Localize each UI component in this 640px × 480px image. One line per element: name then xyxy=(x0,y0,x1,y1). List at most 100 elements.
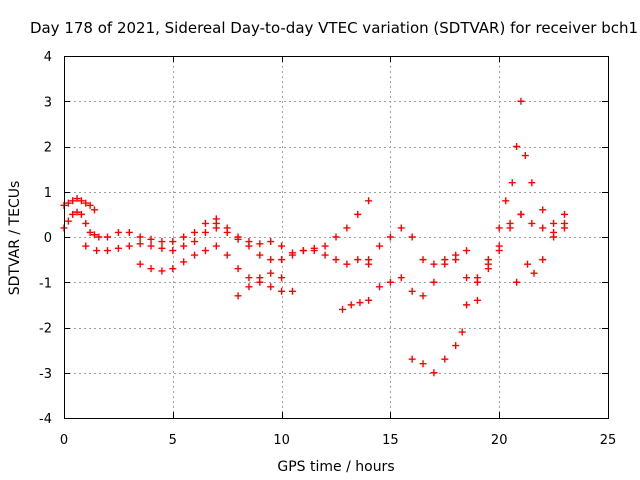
x-tick-label: 5 xyxy=(169,433,177,448)
data-point xyxy=(64,217,72,225)
data-point xyxy=(521,152,529,160)
y-axis-title: SDTVAR / TECUs xyxy=(7,181,23,296)
data-point xyxy=(191,238,199,246)
x-tick-label: 0 xyxy=(60,433,68,448)
data-point xyxy=(82,219,90,227)
x-tick-label: 10 xyxy=(273,433,290,448)
data-point xyxy=(484,256,492,264)
y-tick-label: 0 xyxy=(44,231,52,246)
axis-ticks: 0 5 10 15 20 25 -4 -3 -2 -1 0 1 2 3 4 xyxy=(39,50,616,448)
data-point xyxy=(539,206,547,214)
data-point xyxy=(539,256,547,264)
data-point xyxy=(376,242,384,250)
data-point xyxy=(530,269,538,277)
data-point xyxy=(77,197,85,205)
data-point xyxy=(278,274,286,282)
data-point xyxy=(560,224,568,232)
data-point xyxy=(223,228,231,236)
data-point xyxy=(69,197,77,205)
data-point xyxy=(339,305,347,313)
data-point xyxy=(517,210,525,218)
data-point xyxy=(463,247,471,255)
y-tick-label: -2 xyxy=(39,322,52,337)
data-point xyxy=(452,256,460,264)
data-point xyxy=(191,228,199,236)
chart-title: Day 178 of 2021, Sidereal Day-to-day VTE… xyxy=(30,19,638,37)
data-point xyxy=(212,242,220,250)
data-point xyxy=(93,247,101,255)
data-point xyxy=(191,251,199,259)
data-point xyxy=(90,231,98,239)
data-point xyxy=(180,233,188,241)
data-point xyxy=(523,260,531,268)
data-point xyxy=(508,179,516,187)
data-point xyxy=(408,355,416,363)
data-point xyxy=(69,210,77,218)
data-point xyxy=(125,242,133,250)
data-point xyxy=(463,301,471,309)
data-point xyxy=(343,224,351,232)
data-point xyxy=(136,233,144,241)
data-point xyxy=(169,265,177,273)
data-point xyxy=(397,274,405,282)
data-point xyxy=(321,251,329,259)
data-point xyxy=(180,258,188,266)
data-point xyxy=(73,195,81,203)
data-point xyxy=(463,274,471,282)
data-point xyxy=(86,228,94,236)
data-point xyxy=(430,278,438,286)
data-point xyxy=(528,179,536,187)
data-point xyxy=(158,267,166,275)
data-point xyxy=(430,369,438,377)
data-point xyxy=(539,224,547,232)
data-point xyxy=(64,199,72,207)
data-point xyxy=(419,292,427,300)
data-point xyxy=(169,247,177,255)
data-point xyxy=(528,219,536,227)
data-point xyxy=(332,233,340,241)
data-point xyxy=(347,301,355,309)
data-point xyxy=(473,278,481,286)
data-point xyxy=(502,197,510,205)
data-point xyxy=(158,244,166,252)
data-point xyxy=(201,219,209,227)
data-point xyxy=(321,242,329,250)
y-tick-label: -1 xyxy=(39,276,52,291)
data-point xyxy=(430,260,438,268)
data-point xyxy=(136,240,144,248)
data-point xyxy=(550,219,558,227)
data-point xyxy=(223,251,231,259)
data-point xyxy=(86,201,94,209)
data-point xyxy=(452,342,460,350)
data-point xyxy=(513,143,521,150)
data-point xyxy=(267,283,275,291)
data-point xyxy=(365,260,373,268)
data-point xyxy=(267,269,275,277)
data-point xyxy=(256,274,264,282)
data-point xyxy=(77,210,85,218)
data-point xyxy=(256,240,264,248)
data-point xyxy=(147,242,155,250)
data-point xyxy=(343,260,351,268)
data-point xyxy=(550,233,558,241)
data-point xyxy=(484,265,492,273)
data-point xyxy=(169,238,177,246)
data-point xyxy=(288,287,296,295)
data-point xyxy=(201,228,209,236)
data-point xyxy=(136,260,144,268)
data-point xyxy=(114,244,122,252)
data-point xyxy=(234,292,242,300)
y-tick-label: 4 xyxy=(44,50,52,65)
y-tick-label: 1 xyxy=(44,186,52,201)
data-point xyxy=(278,256,286,264)
data-point xyxy=(365,197,373,205)
data-point xyxy=(495,247,503,255)
data-point xyxy=(517,97,525,105)
data-point xyxy=(73,208,81,216)
data-point xyxy=(278,242,286,250)
data-point xyxy=(82,242,90,250)
data-point xyxy=(267,238,275,246)
data-point xyxy=(267,256,275,264)
data-point xyxy=(104,247,112,255)
data-point xyxy=(506,219,514,227)
